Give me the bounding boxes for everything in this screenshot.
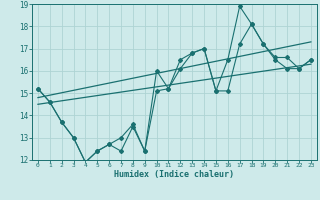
X-axis label: Humidex (Indice chaleur): Humidex (Indice chaleur): [115, 170, 234, 179]
